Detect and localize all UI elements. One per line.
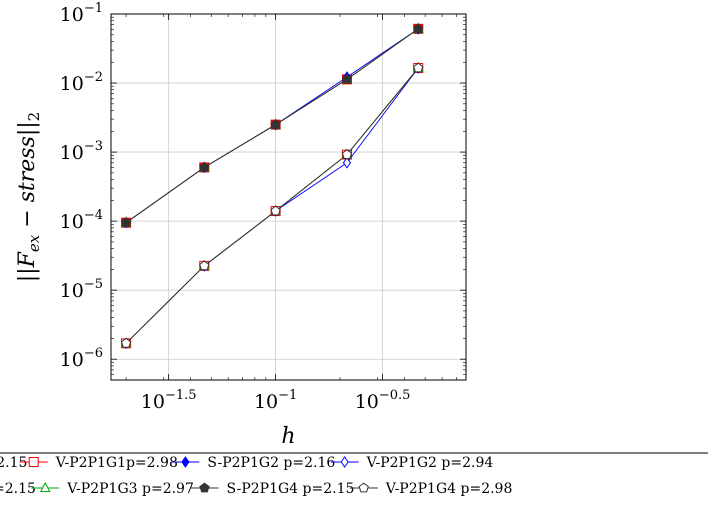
legend: S-P2P1G1p=2.15 V-P2P1G1p=2.98 S-P2P1G2 p=2… bbox=[0, 452, 708, 497]
x-tick-label: 10−0.5 bbox=[355, 388, 411, 413]
data-point bbox=[270, 205, 281, 216]
y-tick-label: 10−4 bbox=[60, 208, 103, 233]
legend-item: V-P2P1G2 p=2.94 bbox=[330, 455, 494, 471]
legend-label: V-P2P1G3 p=2.97 bbox=[66, 481, 194, 497]
data-point bbox=[413, 62, 424, 73]
legend-swatch-marker bbox=[28, 457, 39, 467]
legend-swatch-marker bbox=[340, 456, 349, 468]
axis-ticks bbox=[111, 13, 466, 380]
grid bbox=[111, 13, 466, 380]
legend-label: V-P2P1G2 p=2.94 bbox=[366, 455, 494, 471]
data-point bbox=[120, 337, 132, 348]
data-point bbox=[199, 161, 210, 172]
legend-item: V-P2P1G1p=2.98 bbox=[19, 455, 178, 471]
data-point bbox=[120, 217, 132, 228]
series-layer bbox=[120, 22, 424, 350]
legend-swatch-marker bbox=[39, 481, 51, 492]
x-axis-title: h bbox=[281, 424, 295, 449]
data-point bbox=[413, 23, 424, 34]
legend-label: V-P2P1G4 p=2.98 bbox=[385, 481, 513, 497]
legend-item: S-P2P1G2 p=2.16 bbox=[171, 455, 335, 471]
y-tick-label: 10−6 bbox=[60, 346, 103, 371]
y-tick-label: 10−5 bbox=[60, 277, 103, 302]
series-4 bbox=[121, 62, 423, 350]
series-8 bbox=[120, 62, 424, 348]
plot-frame bbox=[110, 13, 467, 381]
legend-label: S-P2P1G4 p=2.15 bbox=[227, 481, 355, 497]
data-point bbox=[199, 260, 210, 271]
legend-swatch-marker bbox=[181, 456, 190, 468]
series-line bbox=[125, 67, 419, 344]
data-point bbox=[342, 156, 352, 169]
legend-item: S-P2P1G3 p=2.15 bbox=[0, 481, 36, 497]
axis-titles: h ||Fex − stress||2 bbox=[15, 112, 296, 449]
series-line bbox=[125, 67, 419, 344]
data-point bbox=[341, 73, 353, 84]
series-line bbox=[125, 67, 419, 344]
legend-item: V-P2P1G4 p=2.98 bbox=[349, 481, 513, 497]
legend-label: V-P2P1G1p=2.98 bbox=[55, 455, 178, 471]
data-point bbox=[341, 149, 353, 159]
y-tick-label: 10−1 bbox=[60, 1, 103, 26]
x-tick-label: 10−1 bbox=[254, 388, 297, 413]
legend-item: S-P2P1G1p=2.15 bbox=[0, 455, 27, 471]
legend-item: S-P2P1G4 p=2.15 bbox=[190, 481, 355, 497]
legend-swatch-marker bbox=[199, 482, 210, 493]
x-tick-label: 10−1.5 bbox=[141, 388, 197, 413]
legend-item: V-P2P1G3 p=2.97 bbox=[31, 481, 194, 497]
y-tick-label: 10−2 bbox=[60, 70, 103, 95]
data-point bbox=[270, 119, 281, 129]
series-line bbox=[125, 67, 419, 344]
legend-label: S-P2P1G1p=2.15 bbox=[0, 455, 27, 471]
legend-swatch-marker bbox=[358, 482, 369, 493]
series-6 bbox=[120, 61, 424, 348]
axis-tick-labels: 10−6 10−5 10−4 10−3 10−2 10−1 10−1.5 10−1 10−0.5 bbox=[60, 1, 411, 413]
series-7 bbox=[120, 23, 424, 228]
series-2 bbox=[121, 63, 424, 349]
y-tick-label: 10−3 bbox=[60, 139, 103, 164]
legend-label: S-P2P1G3 p=2.15 bbox=[0, 481, 36, 497]
y-axis-title: ||Fex − stress||2 bbox=[15, 112, 43, 282]
legend-label: S-P2P1G2 p=2.16 bbox=[207, 455, 335, 471]
